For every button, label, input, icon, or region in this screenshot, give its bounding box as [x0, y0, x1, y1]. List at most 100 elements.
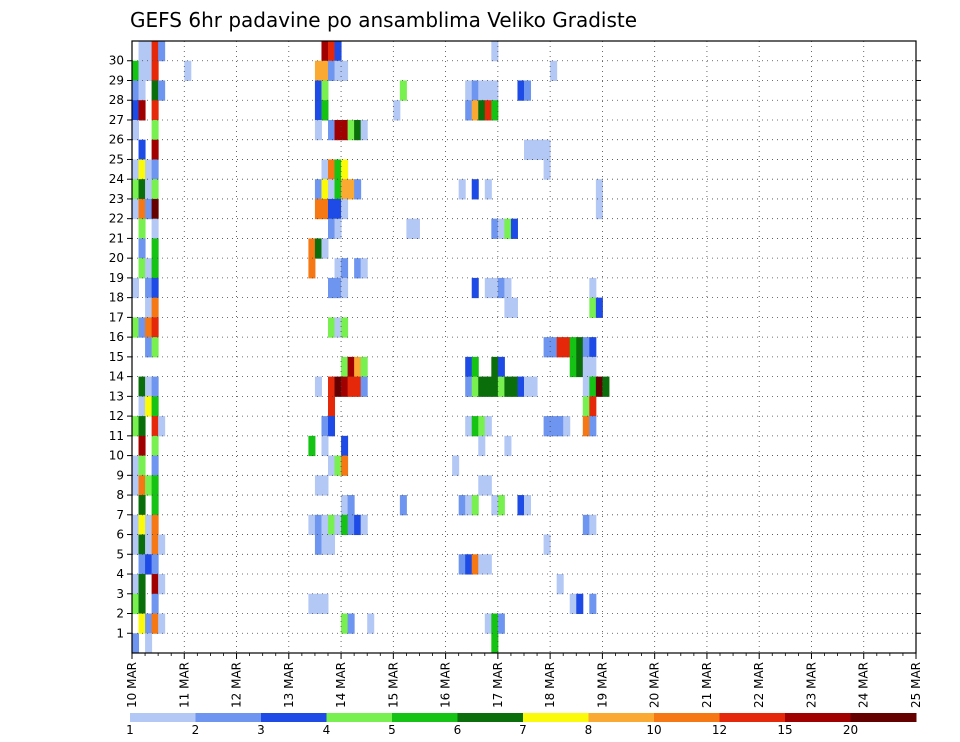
heatmap-cell — [132, 179, 140, 200]
heatmap-cell — [465, 356, 473, 378]
heatmap-cell — [132, 60, 140, 81]
heatmap-cell — [360, 258, 368, 279]
heatmap-cell — [452, 455, 460, 476]
heatmap-cell — [145, 376, 153, 397]
heatmap-cell — [341, 258, 349, 279]
heatmap-cell — [458, 554, 466, 575]
heatmap-cell — [314, 534, 322, 555]
y-tick-label: 18 — [109, 291, 124, 305]
heatmap-cell — [321, 435, 329, 457]
heatmap-cell — [491, 41, 499, 62]
heatmap-cell — [132, 455, 140, 476]
heatmap-cell — [314, 593, 322, 615]
heatmap-cell — [471, 277, 479, 299]
heatmap-cell — [158, 416, 166, 437]
heatmap-cell — [465, 376, 473, 397]
heatmap-cell — [328, 514, 336, 536]
heatmap-cell — [145, 475, 153, 496]
heatmap-cell — [151, 80, 159, 101]
heatmap-cell — [314, 100, 322, 121]
heatmap-cell — [478, 80, 486, 101]
heatmap-cell — [145, 41, 153, 62]
heatmap-cell — [341, 514, 349, 536]
heatmap-cell — [132, 574, 140, 595]
heatmap-cell — [151, 297, 159, 318]
heatmap-cell — [478, 435, 486, 457]
heatmap-cell — [138, 179, 146, 200]
heatmap-cell — [321, 198, 329, 220]
colorbar-segment — [130, 713, 196, 722]
heatmap-cell — [151, 41, 159, 62]
heatmap-cell — [491, 80, 499, 101]
heatmap-cell — [589, 356, 597, 378]
colorbar-segment — [588, 713, 655, 722]
heatmap-cell — [138, 100, 146, 121]
heatmap-cell — [497, 218, 505, 239]
heatmap-cell — [151, 396, 159, 417]
colorbar-label: 8 — [585, 723, 593, 737]
heatmap-cell — [576, 356, 584, 378]
x-tick-label: 15 MAR — [386, 662, 400, 708]
heatmap-cell — [347, 179, 355, 200]
heatmap-cell — [158, 41, 166, 62]
heatmap-cell — [360, 356, 368, 378]
heatmap-cell — [465, 495, 473, 516]
y-tick-label: 8 — [116, 488, 124, 502]
heatmap-cell — [138, 376, 146, 397]
colorbar-segment — [457, 713, 524, 722]
heatmap-cell — [471, 80, 479, 101]
heatmap-cell — [491, 613, 499, 634]
heatmap-cell — [334, 376, 342, 397]
heatmap-cell — [406, 218, 414, 239]
heatmap-cell — [158, 574, 166, 595]
heatmap-cell — [158, 80, 166, 101]
heatmap-cell — [138, 60, 146, 81]
heatmap-cell — [151, 337, 159, 358]
heatmap-cell — [138, 593, 146, 615]
heatmap-cell — [138, 613, 146, 634]
heatmap-cell — [354, 119, 362, 141]
heatmap-cell — [412, 218, 420, 239]
heatmap-cell — [347, 119, 355, 141]
colorbar-label: 2 — [192, 723, 200, 737]
heatmap-cell — [341, 455, 349, 476]
y-tick-label: 10 — [109, 449, 124, 463]
heatmap-cell — [354, 179, 362, 200]
heatmap-cell — [334, 218, 342, 239]
heatmap-cell — [138, 317, 146, 338]
heatmap-cell — [543, 416, 551, 437]
heatmap-cell — [497, 495, 505, 516]
heatmap-cell — [595, 198, 603, 220]
heatmap-cell — [328, 534, 336, 555]
heatmap-cell — [132, 159, 140, 180]
heatmap-cell — [354, 376, 362, 397]
heatmap-cell — [151, 416, 159, 437]
heatmap-cell — [328, 376, 336, 397]
x-tick-label: 12 MAR — [230, 662, 244, 708]
colorbar-segment — [261, 713, 327, 722]
colorbar-label: 15 — [777, 723, 792, 737]
x-tick-label: 14 MAR — [334, 662, 348, 708]
heatmap-cell — [151, 60, 159, 81]
x-tick-label: 18 MAR — [543, 662, 557, 708]
heatmap-cell — [465, 80, 473, 101]
heatmap-cell — [151, 435, 159, 457]
heatmap-cell — [328, 396, 336, 417]
heatmap-cell — [471, 376, 479, 397]
heatmap-cell — [465, 554, 473, 575]
heatmap-cell — [138, 455, 146, 476]
heatmap-cell — [569, 337, 577, 358]
heatmap-cell — [399, 80, 407, 101]
heatmap-cell — [314, 119, 322, 141]
heatmap-cell — [321, 593, 329, 615]
heatmap-cell — [543, 337, 551, 358]
heatmap-cell — [138, 159, 146, 180]
heatmap-cell — [151, 100, 159, 121]
colorbar-label: 4 — [323, 723, 331, 737]
heatmap-cell — [132, 534, 140, 555]
heatmap-cell — [328, 277, 336, 299]
heatmap-cell — [556, 574, 564, 595]
heatmap-cell — [328, 198, 336, 220]
heatmap-cell — [602, 376, 610, 397]
colorbar-segment — [523, 713, 589, 722]
